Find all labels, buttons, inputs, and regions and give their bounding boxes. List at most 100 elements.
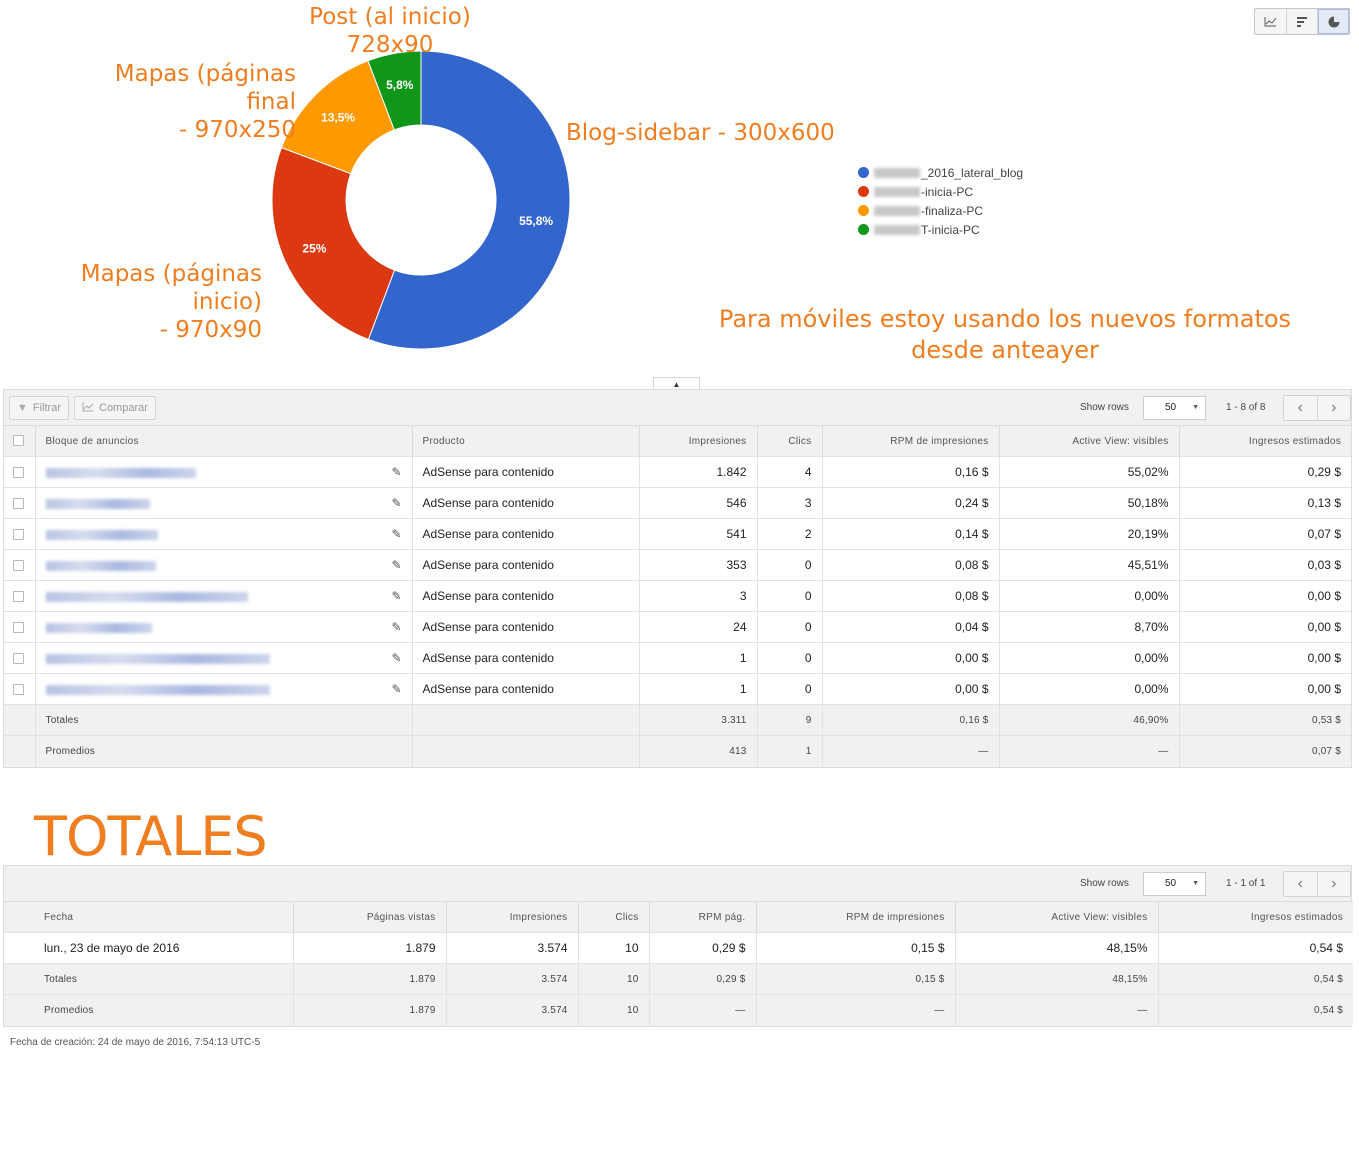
clicks-cell: 0	[757, 673, 823, 705]
edit-pencil-icon[interactable]: ✎	[391, 589, 402, 603]
edit-pencil-icon[interactable]: ✎	[391, 651, 402, 665]
totals-rpm: 0,15 $	[756, 963, 956, 995]
donut-slice[interactable]	[271, 146, 396, 341]
slice-value-label: 13,5%	[321, 110, 355, 124]
rows-per-page-select[interactable]: 50 ▼	[1143, 396, 1206, 420]
legend-item[interactable]: T-inicia-PC	[858, 220, 1023, 239]
annotation-mobile: Para móviles estoy usando los nuevos for…	[718, 305, 1292, 364]
averages-revenue: 0,54 $	[1158, 994, 1353, 1026]
col-header-active-view[interactable]: Active View: visibles	[999, 425, 1180, 457]
rpm-cell: 0,16 $	[822, 456, 1000, 488]
active-view-cell: 0,00%	[999, 580, 1180, 612]
impressions-cell: 1	[639, 673, 758, 705]
averages-row: Promedios 1.879 3.574 10 — — — 0,54 $	[4, 994, 1353, 1026]
pie-chart-icon[interactable]	[1318, 9, 1350, 34]
redacted-name	[45, 467, 196, 478]
revenue-cell: 0,29 $	[1179, 456, 1351, 488]
legend-item[interactable]: -finaliza-PC	[858, 201, 1023, 220]
redacted-name	[45, 560, 156, 571]
col-header-revenue[interactable]: Ingresos estimados	[1179, 425, 1351, 457]
rpm-cell: 0,15 $	[756, 932, 956, 964]
active-view-cell: 8,70%	[999, 611, 1180, 643]
col-header-product[interactable]: Producto	[412, 425, 640, 457]
totals-impressions: 3.574	[446, 963, 579, 995]
col-header-impressions[interactable]: Impresiones	[639, 425, 758, 457]
ad-unit-name-cell: ✎	[35, 580, 413, 612]
pager-range: 1 - 1 of 1	[1226, 878, 1266, 889]
redacted-name	[45, 622, 152, 633]
averages-rpm: —	[756, 994, 956, 1026]
select-all-checkbox[interactable]	[13, 435, 24, 447]
totals-label: Totales	[4, 963, 294, 995]
col-header-clicks[interactable]: Clics	[757, 425, 823, 457]
ad-unit-name-cell: ✎	[35, 549, 413, 581]
collapse-chart-button[interactable]: ▲	[653, 377, 700, 390]
chart-view-toggle	[1254, 8, 1350, 35]
ad-unit-name-cell: ✎	[35, 673, 413, 705]
edit-pencil-icon[interactable]: ✎	[391, 465, 402, 479]
col-header-page-rpm[interactable]: RPM pág.	[649, 901, 757, 933]
table-row: ✎ AdSense para contenido 353 0 0,08 $ 45…	[4, 549, 1351, 581]
edit-pencil-icon[interactable]: ✎	[391, 558, 402, 572]
col-header-rpm[interactable]: RPM de impresiones	[756, 901, 956, 933]
totals-impressions: 3.311	[639, 704, 758, 736]
rows-per-page-select[interactable]: 50 ▼	[1143, 872, 1206, 896]
totals-clicks: 9	[757, 704, 823, 736]
date-cell: lun., 23 de mayo de 2016	[4, 932, 294, 964]
ad-unit-name-cell: ✎	[35, 487, 413, 519]
legend-label: -inicia-PC	[921, 184, 974, 199]
donut-slice[interactable]	[367, 50, 571, 350]
averages-active-view: —	[999, 735, 1180, 767]
averages-clicks: 1	[757, 735, 823, 767]
compare-button[interactable]: Comparar	[74, 396, 156, 420]
row-checkbox[interactable]	[13, 560, 24, 572]
table-toolbar: Show rows 50 ▼ 1 - 1 of 1 ‹ ›	[4, 866, 1351, 901]
col-header-clicks[interactable]: Clics	[578, 901, 650, 933]
edit-pencil-icon[interactable]: ✎	[391, 496, 402, 510]
row-checkbox[interactable]	[13, 591, 24, 603]
redacted-name	[45, 498, 150, 509]
donut-slice[interactable]	[367, 50, 422, 131]
ad-unit-name-cell: ✎	[35, 456, 413, 488]
prev-page-button[interactable]: ‹	[1284, 872, 1318, 896]
col-header-revenue[interactable]: Ingresos estimados	[1158, 901, 1353, 933]
row-checkbox[interactable]	[13, 622, 24, 634]
rpm-cell: 0,08 $	[822, 580, 1000, 612]
totals-row: Totales 1.879 3.574 10 0,29 $ 0,15 $ 48,…	[4, 963, 1353, 995]
next-page-button[interactable]: ›	[1331, 399, 1337, 416]
product-cell: AdSense para contenido	[412, 673, 640, 705]
filter-label: Filtrar	[32, 402, 61, 414]
prev-page-button[interactable]: ‹	[1284, 396, 1318, 420]
bar-chart-icon[interactable]	[1287, 9, 1319, 34]
row-checkbox[interactable]	[13, 653, 24, 665]
filter-button[interactable]: ▼ Filtrar	[9, 396, 69, 420]
row-checkbox[interactable]	[13, 529, 24, 541]
col-header-date[interactable]: Fecha	[4, 901, 294, 933]
edit-pencil-icon[interactable]: ✎	[391, 682, 402, 696]
edit-pencil-icon[interactable]: ✎	[391, 527, 402, 541]
donut-chart: 55,8% 25% 13,5% 5,8%	[271, 50, 571, 350]
row-checkbox[interactable]	[13, 498, 24, 510]
line-chart-icon[interactable]	[1255, 9, 1287, 34]
row-checkbox[interactable]	[13, 467, 24, 479]
legend-item[interactable]: _2016_lateral_blog	[858, 163, 1023, 182]
annotation-post-top: Post (al inicio) 728x90	[309, 4, 471, 58]
legend-item[interactable]: -inicia-PC	[858, 182, 1023, 201]
clicks-cell: 10	[578, 932, 650, 964]
edit-pencil-icon[interactable]: ✎	[391, 620, 402, 634]
product-cell: AdSense para contenido	[412, 611, 640, 643]
col-header-active-view[interactable]: Active View: visibles	[955, 901, 1159, 933]
show-rows-label: Show rows	[1080, 402, 1129, 413]
totals-clicks: 10	[578, 963, 650, 995]
active-view-cell: 45,51%	[999, 549, 1180, 581]
col-header-ad-unit[interactable]: Bloque de anuncios	[35, 425, 413, 457]
averages-active-view: —	[955, 994, 1159, 1026]
rows-per-page-value: 50	[1165, 878, 1177, 889]
col-header-rpm[interactable]: RPM de impresiones	[822, 425, 1000, 457]
averages-rpm: —	[822, 735, 1000, 767]
row-checkbox[interactable]	[13, 684, 24, 696]
averages-page-views: 1.879	[293, 994, 447, 1026]
next-page-button[interactable]: ›	[1331, 875, 1337, 892]
col-header-impressions[interactable]: Impresiones	[446, 901, 579, 933]
col-header-page-views[interactable]: Páginas vistas	[293, 901, 447, 933]
